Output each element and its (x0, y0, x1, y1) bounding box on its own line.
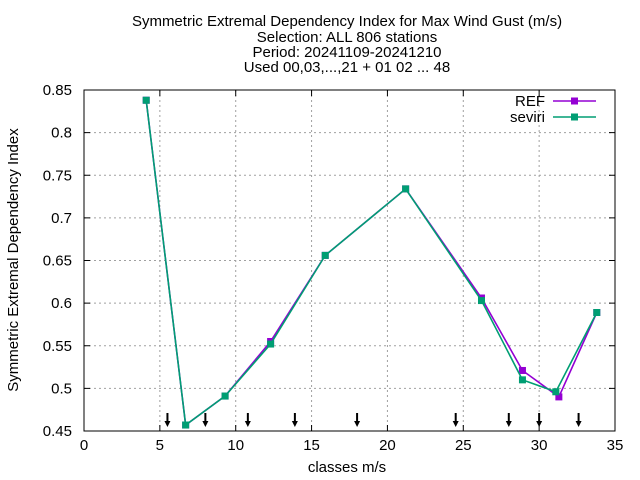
x-axis-label: classes m/s (308, 459, 386, 476)
legend-label: seviri (510, 109, 545, 126)
x-tick-labels: 0 5 10 15 20 25 30 35 (80, 437, 624, 454)
y-tick-label: 0.65 (43, 253, 72, 270)
y-tick-label: 0.8 (51, 125, 72, 142)
y-tick-label: 0.6 (51, 295, 72, 312)
data-point (593, 309, 601, 317)
data-point (321, 251, 329, 259)
grid-lines (84, 90, 615, 431)
series-line (145, 100, 598, 427)
series-lines (142, 96, 601, 429)
x-tick-label: 20 (379, 437, 396, 454)
data-point (221, 392, 229, 400)
class-boundary-arrow (354, 413, 361, 427)
class-boundary-arrow (505, 413, 512, 427)
class-boundary-arrow (575, 413, 582, 427)
x-tick-label: 0 (80, 437, 88, 454)
plot-frame (83, 89, 616, 432)
legend-marker (571, 97, 578, 105)
class-boundary-arrow (536, 413, 543, 427)
x-tick-label: 25 (455, 437, 472, 454)
y-tick-labels: 0.45 0.5 0.55 0.6 0.65 0.7 0.75 0.8 0.85 (43, 82, 72, 440)
x-tick-label: 35 (607, 437, 624, 454)
y-tick-label: 0.75 (43, 167, 72, 184)
data-point (518, 376, 526, 384)
y-tick-label: 0.85 (43, 82, 72, 99)
x-tick-label: 15 (303, 437, 320, 454)
series-line (145, 100, 598, 427)
data-point (477, 297, 485, 305)
y-tick-label: 0.45 (43, 423, 72, 440)
legend-marker (571, 113, 578, 121)
class-boundary-arrow (291, 413, 298, 427)
data-point (182, 421, 190, 429)
class-boundary-arrow (452, 413, 459, 427)
data-point (518, 366, 526, 374)
y-tick-label: 0.5 (51, 380, 72, 397)
legend-entry-seviri: seviri (510, 109, 596, 126)
data-point (402, 185, 410, 193)
chart-title: Symmetric Extremal Dependency Index for … (132, 13, 562, 76)
y-tick-label: 0.55 (43, 338, 72, 355)
series-ref (142, 96, 601, 429)
x-tick-label: 30 (531, 437, 548, 454)
x-tick-label: 10 (227, 437, 244, 454)
class-boundary-arrows (164, 413, 582, 427)
y-tick-label: 0.7 (51, 210, 72, 227)
data-point (142, 96, 150, 104)
x-tick-label: 5 (156, 437, 164, 454)
y-axis-label: Symmetric Extremal Dependency Index (5, 128, 22, 392)
class-boundary-arrow (244, 413, 251, 427)
class-boundary-arrow (164, 413, 171, 427)
data-point (555, 393, 563, 401)
title-line-2: Selection: ALL 806 stations (257, 29, 437, 46)
legend-entry-ref: REF (515, 93, 596, 110)
title-line-1: Symmetric Extremal Dependency Index for … (132, 13, 562, 30)
title-line-3: Period: 20241109-20241210 (252, 44, 441, 61)
class-boundary-arrow (202, 413, 209, 427)
data-point (552, 388, 560, 396)
series-seviri (142, 96, 601, 429)
title-line-4: Used 00,03,...,21 + 01 02 ... 48 (244, 59, 450, 76)
legend-label: REF (515, 93, 545, 110)
data-point (267, 340, 275, 348)
